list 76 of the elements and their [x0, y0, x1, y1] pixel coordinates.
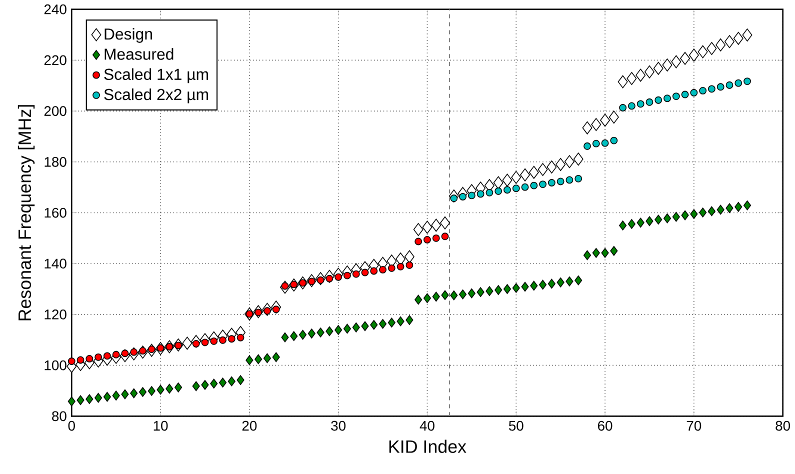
- point: [574, 175, 582, 182]
- point: [263, 307, 271, 315]
- point: [308, 278, 316, 286]
- point: [156, 344, 164, 352]
- point: [744, 78, 751, 86]
- point: [610, 136, 618, 144]
- y-tick-label: 120: [44, 310, 66, 320]
- point: [290, 280, 298, 288]
- point: [174, 342, 182, 350]
- x-tick-label: 80: [776, 420, 790, 431]
- point: [699, 87, 707, 94]
- point: [512, 184, 520, 192]
- point: [246, 310, 254, 318]
- legend-label: Measured: [104, 48, 174, 60]
- point: [254, 308, 262, 316]
- point: [281, 282, 289, 290]
- x-tick-label: 70: [686, 420, 702, 431]
- point: [654, 96, 662, 104]
- point: [548, 179, 556, 187]
- x-axis-title: KID Index: [389, 440, 466, 454]
- point: [441, 232, 449, 240]
- legend-label: Scaled 1x1 µm: [104, 68, 208, 84]
- point: [601, 139, 609, 147]
- point: [664, 94, 671, 102]
- point: [690, 89, 698, 97]
- y-tick-label: 140: [44, 258, 66, 269]
- legend-label: Scaled 2x2 µm: [104, 88, 208, 104]
- point: [539, 180, 547, 188]
- x-tick-label: 50: [508, 420, 524, 431]
- x-tick-label: 60: [598, 420, 612, 431]
- point: [68, 358, 76, 366]
- point: [432, 234, 440, 242]
- y-tick-label: 240: [44, 4, 66, 14]
- point: [584, 142, 591, 150]
- point: [628, 102, 636, 110]
- y-tick-label: 180: [44, 157, 66, 167]
- point: [566, 176, 574, 184]
- point: [299, 279, 306, 287]
- point: [316, 276, 324, 284]
- point: [726, 81, 734, 89]
- point: [734, 79, 742, 87]
- point: [681, 90, 689, 98]
- x-tick-label: 0: [68, 420, 75, 431]
- point: [148, 346, 156, 354]
- point: [166, 343, 174, 351]
- point: [130, 348, 138, 356]
- point: [272, 306, 280, 314]
- point: [521, 183, 529, 191]
- point: [504, 186, 511, 194]
- legend-label: Design: [104, 28, 152, 43]
- y-tick-label: 160: [44, 208, 66, 218]
- point: [592, 140, 600, 148]
- point: [139, 347, 146, 355]
- point: [716, 83, 724, 91]
- point: [636, 100, 644, 108]
- y-tick-label: 100: [44, 360, 66, 370]
- point: [326, 274, 334, 282]
- y-tick-label: 220: [44, 55, 66, 66]
- x-tick-label: 30: [331, 420, 346, 431]
- x-tick-label: 10: [154, 420, 168, 431]
- point: [450, 194, 458, 202]
- y-tick-label: 200: [44, 106, 66, 116]
- point: [530, 182, 538, 190]
- point: [646, 98, 654, 106]
- point: [672, 92, 680, 100]
- point: [708, 85, 716, 93]
- y-tick-label: 80: [52, 411, 66, 422]
- point: [619, 104, 627, 112]
- point: [424, 236, 431, 244]
- point: [192, 340, 200, 348]
- point: [121, 350, 129, 358]
- x-tick-label: 20: [242, 420, 257, 431]
- point: [556, 178, 564, 186]
- x-tick-label: 40: [420, 420, 434, 431]
- y-axis-title: Resonant Frequency [MHz]: [18, 105, 35, 320]
- point: [414, 238, 422, 246]
